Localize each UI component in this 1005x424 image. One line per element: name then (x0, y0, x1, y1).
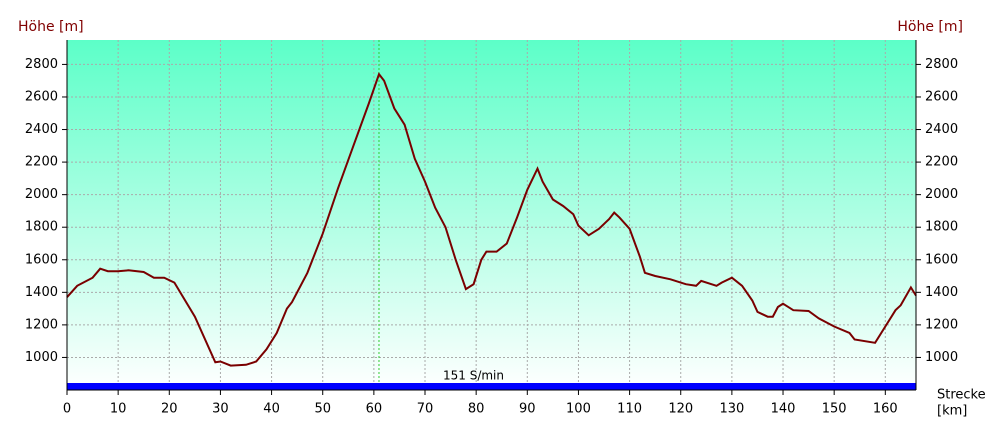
x-tick-label: 70 (417, 402, 434, 417)
x-tick-label: 0 (63, 402, 71, 417)
y-tick-label-right: 2000 (925, 187, 958, 202)
x-tick-label: 130 (719, 402, 744, 417)
y-tick-label: 1600 (25, 252, 58, 267)
x-tick-label: 140 (771, 402, 796, 417)
y-tick-label: 2600 (25, 89, 58, 104)
elevation-line (66, 72, 917, 367)
y-tick-label-right: 1200 (925, 317, 958, 332)
x-tick-label: 90 (519, 402, 536, 417)
y-tick-label: 1000 (25, 350, 58, 365)
x-tick-label: 100 (566, 402, 591, 417)
y-tick-label: 2800 (25, 57, 58, 72)
x-tick-label: 20 (161, 402, 178, 417)
y-tick-label-right: 1000 (925, 350, 958, 365)
x-tick-label: 30 (212, 402, 229, 417)
y-tick-label: 2000 (25, 187, 58, 202)
x-label: Strecke (937, 388, 986, 403)
x-tick-label: 10 (110, 402, 127, 417)
y-tick-label-right: 1600 (925, 252, 958, 267)
y-tick-label: 1200 (25, 317, 58, 332)
y-tick-label: 1400 (25, 285, 58, 300)
x-tick-label: 160 (873, 402, 898, 417)
x-label-unit: [km] (937, 404, 967, 419)
y-tick-label-right: 2400 (925, 122, 958, 137)
y-tick-label-right: 2200 (925, 155, 958, 170)
x-tick-label: 80 (468, 402, 485, 417)
y-label-right: Höhe [m] (897, 19, 963, 35)
y-label-left: Höhe [m] (18, 19, 84, 35)
x-tick-label: 40 (263, 402, 280, 417)
y-tick-label-right: 1400 (925, 285, 958, 300)
x-tick-label: 50 (314, 402, 331, 417)
annotation: 151 S/min (443, 369, 504, 383)
plot-background (67, 40, 916, 390)
x-tick-label: 120 (668, 402, 693, 417)
x-tick-label: 150 (822, 402, 847, 417)
y-tick-label-right: 2800 (925, 57, 958, 72)
speed-bar (67, 383, 916, 390)
y-tick-label: 2400 (25, 122, 58, 137)
y-tick-label: 1800 (25, 220, 58, 235)
y-tick-label-right: 2600 (925, 89, 958, 104)
x-tick-label: 110 (617, 402, 642, 417)
x-tick-label: 60 (366, 402, 383, 417)
y-tick-label: 2200 (25, 155, 58, 170)
y-tick-label-right: 1800 (925, 220, 958, 235)
